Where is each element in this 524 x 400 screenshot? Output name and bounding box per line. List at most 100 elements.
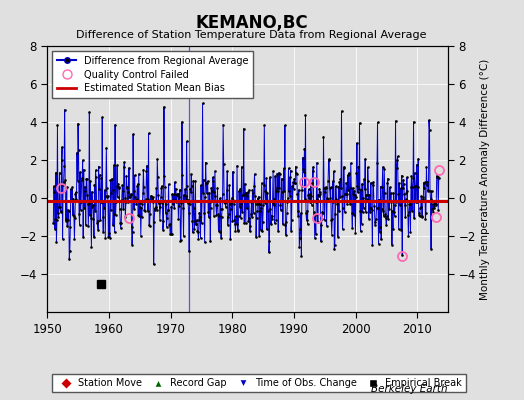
Point	[119, 206, 127, 212]
Point	[314, 192, 323, 198]
Point	[114, 184, 123, 190]
Point	[381, 210, 389, 217]
Point	[126, 192, 135, 198]
Point	[121, 195, 129, 202]
Point	[74, 120, 82, 127]
Point	[174, 216, 182, 222]
Point	[76, 169, 84, 175]
Point	[246, 223, 255, 229]
Point	[433, 174, 441, 180]
Point	[189, 178, 198, 184]
Point	[378, 164, 387, 170]
Point	[66, 224, 74, 230]
Point	[313, 196, 322, 203]
Point	[345, 198, 354, 204]
Point	[217, 214, 226, 220]
Point	[110, 162, 118, 168]
Point	[351, 229, 359, 236]
Point	[398, 172, 406, 179]
Point	[173, 191, 181, 197]
Point	[179, 205, 187, 211]
Point	[78, 175, 86, 181]
Point	[283, 210, 291, 216]
Point	[108, 176, 116, 182]
Point	[247, 211, 255, 217]
Point	[228, 195, 236, 201]
Point	[231, 228, 239, 234]
Point	[315, 188, 324, 195]
Point	[258, 228, 266, 234]
Point	[166, 221, 174, 227]
Point	[169, 197, 178, 204]
Point	[423, 181, 431, 188]
Point	[360, 176, 368, 182]
Point	[147, 193, 155, 200]
Point	[406, 200, 414, 207]
Point	[160, 173, 169, 180]
Point	[213, 185, 222, 191]
Point	[186, 186, 194, 192]
Point	[165, 181, 173, 187]
Point	[257, 205, 266, 212]
Point	[339, 204, 347, 211]
Point	[222, 204, 230, 210]
Point	[216, 206, 225, 212]
Point	[281, 222, 290, 228]
Point	[344, 187, 353, 193]
Point	[310, 211, 319, 218]
Point	[58, 144, 66, 150]
Point	[90, 234, 98, 240]
Point	[266, 174, 274, 180]
Point	[412, 162, 421, 168]
Point	[410, 170, 419, 176]
Point	[94, 163, 103, 170]
Point	[288, 197, 297, 204]
Point	[116, 220, 124, 226]
Point	[205, 190, 213, 196]
Point	[177, 237, 185, 243]
Point	[206, 205, 215, 212]
Point	[263, 226, 271, 232]
Legend: Station Move, Record Gap, Time of Obs. Change, Empirical Break: Station Move, Record Gap, Time of Obs. C…	[52, 374, 466, 392]
Point	[370, 198, 378, 205]
Point	[215, 229, 224, 235]
Point	[269, 202, 278, 208]
Point	[98, 114, 106, 120]
Point	[357, 187, 365, 194]
Point	[269, 168, 277, 174]
Point	[321, 189, 329, 195]
Point	[383, 212, 391, 219]
Point	[240, 220, 248, 227]
Point	[64, 217, 72, 224]
Point	[225, 211, 233, 217]
Point	[400, 191, 409, 198]
Point	[126, 194, 134, 200]
Point	[88, 188, 96, 195]
Point	[212, 212, 221, 218]
Point	[192, 221, 200, 227]
Point	[73, 150, 81, 156]
Point	[59, 179, 68, 185]
Point	[432, 173, 441, 179]
Point	[434, 206, 442, 213]
Point	[276, 171, 284, 177]
Point	[137, 205, 146, 211]
Point	[280, 188, 289, 195]
Point	[401, 196, 410, 202]
Point	[289, 185, 298, 192]
Point	[93, 219, 101, 226]
Point	[100, 205, 108, 212]
Point	[266, 206, 275, 212]
Point	[203, 178, 212, 184]
Point	[250, 183, 258, 189]
Point	[153, 156, 161, 162]
Point	[427, 196, 435, 202]
Point	[189, 229, 197, 236]
Point	[204, 214, 213, 220]
Point	[405, 201, 413, 208]
Point	[330, 168, 338, 174]
Point	[125, 194, 134, 200]
Point	[291, 180, 299, 186]
Point	[170, 205, 179, 211]
Point	[127, 224, 136, 230]
